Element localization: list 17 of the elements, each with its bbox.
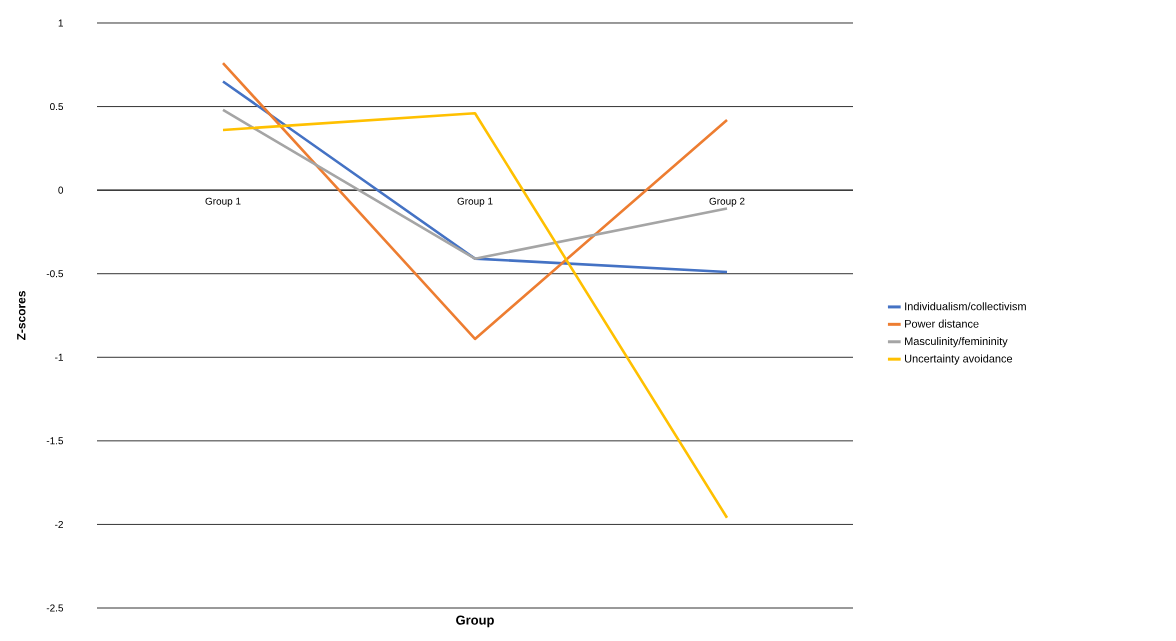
y-tick-label: -1 bbox=[55, 353, 63, 361]
legend-label: Uncertainty avoidance bbox=[905, 354, 1013, 365]
y-tick-label: 0.5 bbox=[50, 103, 64, 111]
y-tick-label: 0 bbox=[58, 186, 64, 194]
x-tick-label: Group 2 bbox=[709, 197, 745, 207]
x-tick-label: Group 1 bbox=[457, 197, 493, 207]
x-axis-title: Group bbox=[456, 615, 494, 628]
x-tick-label: Group 1 bbox=[205, 197, 241, 207]
y-tick-label: -0.5 bbox=[46, 270, 64, 278]
legend-label: Power distance bbox=[905, 319, 979, 328]
y-tick-label: -1.5 bbox=[46, 437, 64, 445]
y-tick-label: -2.5 bbox=[46, 604, 64, 612]
y-tick-label: -2 bbox=[55, 520, 63, 528]
legend-label: Individualism/collectivism bbox=[905, 302, 1026, 311]
legend-label: Masculinity/femininity bbox=[905, 337, 1008, 348]
y-axis-title: Z-scores bbox=[17, 291, 26, 341]
y-tick-label: 1 bbox=[58, 19, 63, 27]
